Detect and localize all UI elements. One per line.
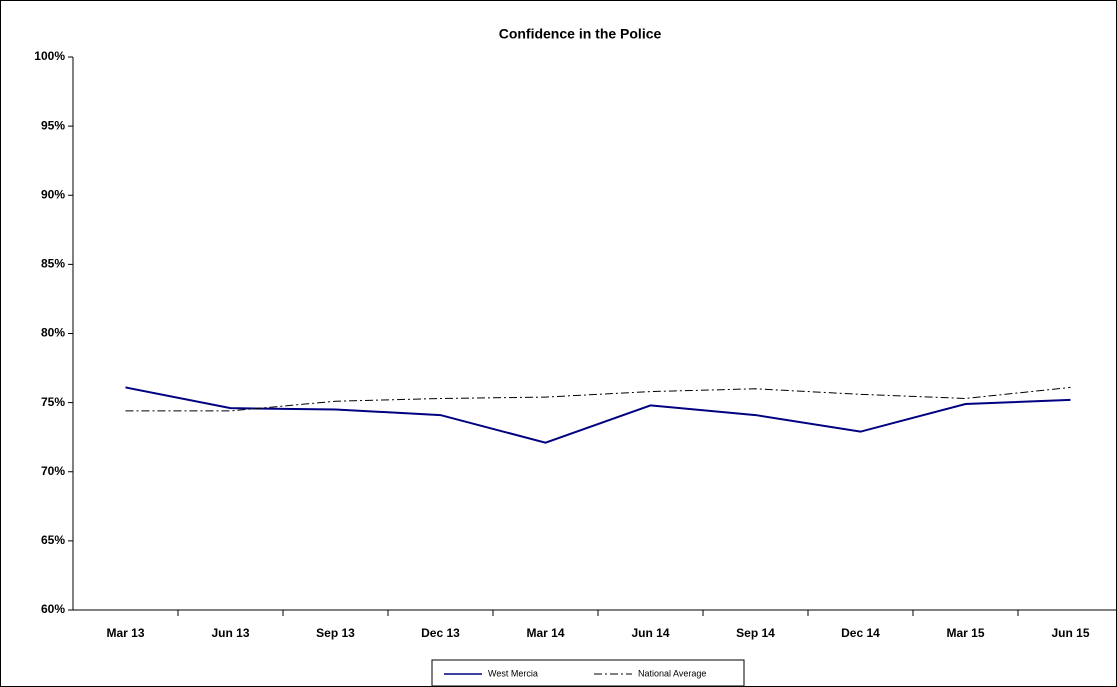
y-tick-label: 90%: [41, 187, 65, 201]
y-tick-label: 80%: [41, 326, 65, 340]
series-line: [125, 386, 1071, 444]
x-tick-label: Mar 14: [526, 626, 564, 640]
legend-label: West Mercia: [488, 668, 538, 678]
y-tick-label: 100%: [34, 49, 65, 63]
x-tick-label: Jun 15: [1051, 626, 1089, 640]
legend-label: National Average: [638, 668, 706, 678]
y-tick-label: 70%: [41, 464, 65, 478]
x-tick-label: Mar 15: [946, 626, 984, 640]
legend-box: [431, 659, 745, 687]
y-tick-label: 75%: [41, 395, 65, 409]
chart-title: Confidence in the Police: [499, 26, 662, 42]
series-line: [125, 386, 1071, 412]
x-tick-label: Sep 14: [736, 626, 775, 640]
x-tick-label: Sep 13: [316, 626, 355, 640]
x-tick-label: Dec 13: [421, 626, 460, 640]
legend: West Mercia National Average: [431, 659, 745, 687]
x-tick-label: Dec 14: [841, 626, 880, 640]
x-tick-label: Jun 14: [631, 626, 669, 640]
y-tick-label: 60%: [41, 602, 65, 616]
x-tick-label: Mar 13: [106, 626, 144, 640]
y-tick-label: 95%: [41, 118, 65, 132]
x-tick-label: Jun 13: [211, 626, 249, 640]
y-tick-label: 65%: [41, 533, 65, 547]
y-tick-label: 85%: [41, 257, 65, 271]
